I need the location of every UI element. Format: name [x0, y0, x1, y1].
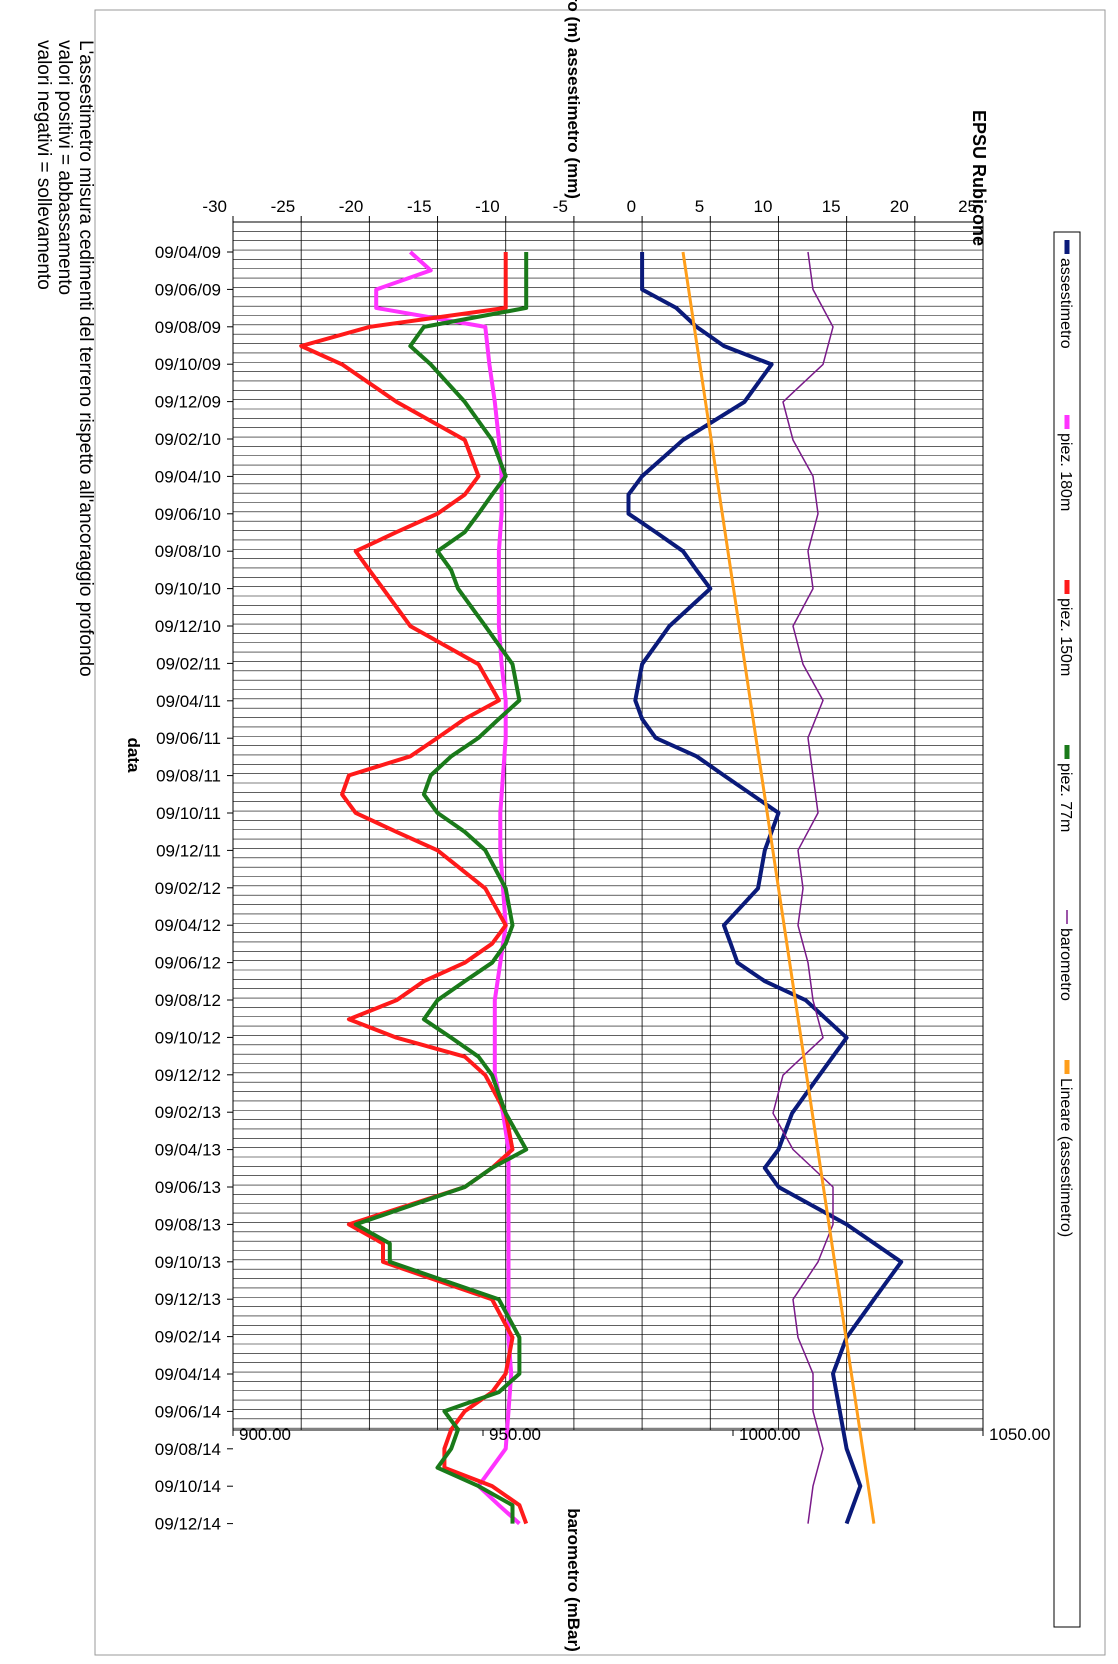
x-tick-label: 09/04/11 — [156, 692, 221, 711]
chart-title: EPSU Rubicone — [969, 110, 989, 246]
series-line-lineare — [681, 251, 876, 1524]
y-left-tick-label: 20 — [890, 197, 909, 216]
y-left-tick-label: 25 — [958, 197, 977, 216]
legend-label-barometro: barometro — [1057, 928, 1074, 1001]
x-tick-label: 09/08/09 — [155, 318, 221, 337]
legend-label-piez150: piez. 150m — [1057, 598, 1074, 676]
legend-label-piez77: piez. 77m — [1057, 763, 1074, 832]
x-tick-label: 09/06/11 — [156, 729, 221, 748]
annotation-note: L'assestimetro misura cedimenti del terr… — [33, 40, 96, 677]
x-tick-label: 09/10/09 — [155, 355, 221, 374]
x-tick-label: 09/12/09 — [155, 393, 221, 412]
x-tick-label: 09/02/13 — [155, 1103, 221, 1122]
plot-area — [232, 221, 984, 1431]
x-tick-label: 09/02/14 — [155, 1328, 221, 1347]
x-tick-label: 09/06/12 — [155, 954, 221, 973]
y-left-tick-label: -20 — [339, 197, 364, 216]
legend-label-assestimetro: assestimetro — [1057, 258, 1074, 349]
x-tick-label: 09/02/11 — [156, 654, 221, 673]
x-tick-label: 09/12/14 — [155, 1515, 221, 1534]
series-line-piez150 — [299, 252, 529, 1525]
annotation-line-3: valori negativi = sollevamento — [33, 40, 54, 290]
y-left-tick-label: 15 — [822, 197, 841, 216]
x-tick-label: 09/12/11 — [156, 841, 221, 860]
x-tick-label: 09/08/11 — [156, 767, 221, 786]
y-left-tick-label: 0 — [627, 197, 636, 216]
x-tick-label: 09/12/10 — [155, 617, 221, 636]
y-left-tick-label: 10 — [754, 197, 773, 216]
x-tick-label: 09/10/14 — [155, 1477, 221, 1496]
y-axis-left-title: piezometro (m) assestimetro (mm) — [564, 0, 583, 199]
x-tick-label: 09/10/10 — [155, 580, 221, 599]
series-line-assestimetro — [626, 252, 904, 1525]
y-left-tick-label: 5 — [695, 197, 704, 216]
x-tick-label: 09/10/11 — [156, 804, 221, 823]
y-right-tick-label: 900.00 — [239, 1425, 291, 1444]
series-line-piez77 — [353, 252, 529, 1524]
legend: assestimetro piez. 180m piez. 150m piez. 77… — [1053, 231, 1081, 1628]
plot-grid — [232, 221, 984, 1431]
x-tick-label: 09/08/10 — [155, 542, 221, 561]
y-right-tick-label: 950.00 — [489, 1425, 541, 1444]
x-tick-label: 09/04/12 — [155, 916, 221, 935]
legend-box — [1053, 231, 1081, 1628]
x-tick-label: 09/04/09 — [155, 243, 221, 262]
legend-label-piez180: piez. 180m — [1057, 433, 1074, 511]
legend-label-lineare: Lineare (assestimetro) — [1057, 1078, 1074, 1237]
y-left-tick-label: -30 — [202, 197, 227, 216]
x-tick-label: 09/02/10 — [155, 430, 221, 449]
x-tick-label: 09/04/10 — [155, 467, 221, 486]
x-tick-label: 09/08/13 — [155, 1215, 221, 1234]
annotation-line-2: valori positivi = abbassamento — [54, 40, 75, 295]
annotation-line-1: L'assestimetro misura cedimenti del terr… — [75, 40, 96, 677]
y-left-tick-label: -5 — [553, 197, 568, 216]
x-tick-label: 09/04/14 — [155, 1365, 221, 1384]
x-tick-label: 09/08/12 — [155, 991, 221, 1010]
plot-axes: -30 -25 -20 -15 -10 -5 0 5 10 15 20 25 900.00 950.00 1… — [155, 197, 1051, 1534]
y-left-tick-label: -15 — [407, 197, 432, 216]
x-tick-label: 09/10/13 — [155, 1253, 221, 1272]
x-tick-label: 09/06/14 — [155, 1402, 221, 1421]
x-tick-label: 09/06/10 — [155, 505, 221, 524]
x-tick-label: 09/12/12 — [155, 1066, 221, 1085]
y-left-tick-label: -10 — [475, 197, 500, 216]
x-tick-label: 09/08/14 — [155, 1440, 221, 1459]
chart-rotated-group: -30 -25 -20 -15 -10 -5 0 5 10 15 20 25 900.00 950.00 1… — [33, 0, 1081, 1652]
y-left-tick-label: -25 — [271, 197, 296, 216]
y-right-tick-label: 1050.00 — [989, 1425, 1050, 1444]
x-tick-label: 09/06/13 — [155, 1178, 221, 1197]
x-axis-title: data — [124, 738, 143, 774]
x-tick-label: 09/02/12 — [155, 879, 221, 898]
x-tick-label: 09/04/13 — [155, 1141, 221, 1160]
x-tick-label: 09/12/13 — [155, 1290, 221, 1309]
x-tick-label: 09/06/09 — [155, 280, 221, 299]
y-right-tick-label: 1000.00 — [739, 1425, 800, 1444]
plot-series — [299, 250, 904, 1526]
y-axis-right-title: barometro (mBar) — [564, 1508, 583, 1652]
series-line-barometro — [772, 251, 834, 1524]
x-tick-label: 09/10/12 — [155, 1028, 221, 1047]
